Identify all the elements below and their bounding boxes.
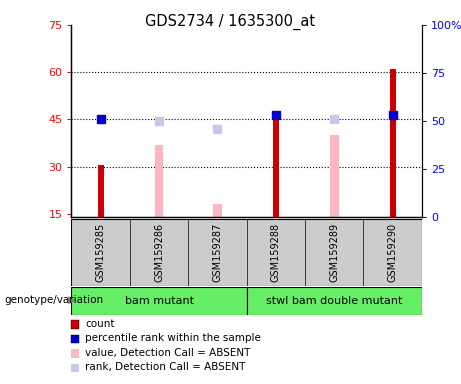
Text: rank, Detection Call = ABSENT: rank, Detection Call = ABSENT xyxy=(85,362,246,372)
Bar xyxy=(98,165,104,217)
Text: GSM159289: GSM159289 xyxy=(329,223,339,282)
Text: genotype/variation: genotype/variation xyxy=(5,295,104,305)
Text: count: count xyxy=(85,319,115,329)
Bar xyxy=(273,119,279,217)
Text: stwl bam double mutant: stwl bam double mutant xyxy=(266,296,402,306)
Bar xyxy=(330,135,338,217)
Text: bam mutant: bam mutant xyxy=(124,296,194,306)
Text: GSM159286: GSM159286 xyxy=(154,223,164,282)
Text: value, Detection Call = ABSENT: value, Detection Call = ABSENT xyxy=(85,348,251,358)
Text: GSM159287: GSM159287 xyxy=(213,223,223,282)
Text: GSM159285: GSM159285 xyxy=(95,223,106,282)
Bar xyxy=(213,204,222,217)
Polygon shape xyxy=(68,296,77,305)
Text: GSM159288: GSM159288 xyxy=(271,223,281,282)
Bar xyxy=(390,69,396,217)
Text: GDS2734 / 1635300_at: GDS2734 / 1635300_at xyxy=(145,13,316,30)
Bar xyxy=(154,144,163,217)
Text: percentile rank within the sample: percentile rank within the sample xyxy=(85,333,261,343)
Bar xyxy=(71,287,247,315)
Bar xyxy=(247,287,422,315)
Text: GSM159290: GSM159290 xyxy=(388,223,398,282)
